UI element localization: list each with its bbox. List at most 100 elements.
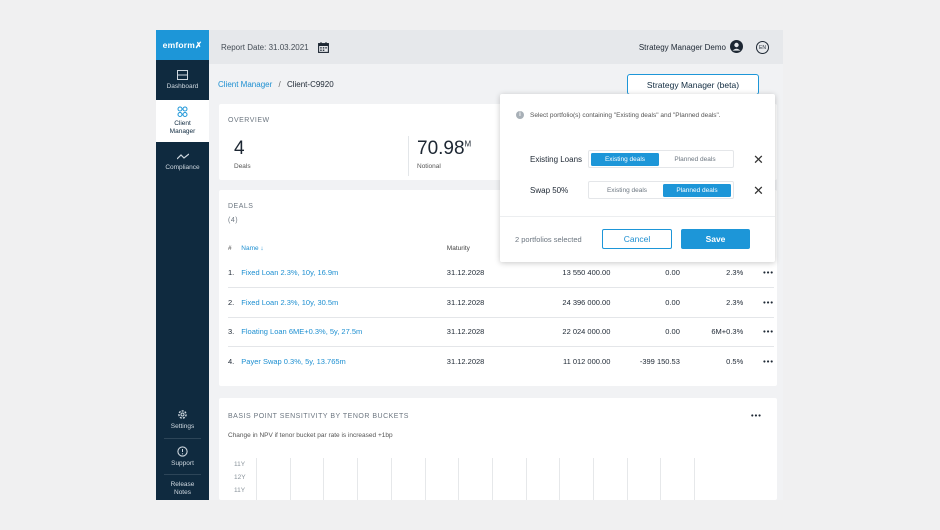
info-icon: i — [516, 111, 524, 119]
popup-info: i Select portfolio(s) containing "Existi… — [516, 111, 721, 119]
deal-name-link[interactable]: Floating Loan 6ME+0.3%, 5y, 27.5m — [241, 316, 447, 347]
deal-notional: 22 024 000.00 — [510, 316, 611, 347]
dashboard-icon — [177, 69, 188, 80]
col-maturity[interactable]: Maturity — [446, 244, 470, 252]
row-more-button[interactable]: ••• — [743, 287, 774, 317]
deal-maturity: 31.12.2028 — [446, 287, 511, 317]
popup-info-text: Select portfolio(s) containing "Existing… — [530, 111, 721, 119]
selected-count: 2 portfolios selected — [515, 235, 582, 244]
row-index: 1. — [228, 268, 235, 277]
chart-gridline — [559, 458, 561, 500]
strategy-manager-button[interactable]: Strategy Manager (beta) — [627, 74, 759, 95]
sidebar-item-label: Settings — [170, 423, 195, 431]
deals-count: 4 — [234, 138, 245, 159]
user-avatar-icon[interactable] — [730, 40, 743, 53]
deal-npv: 0.00 — [610, 287, 680, 317]
planned-deals-option[interactable]: Planned deals — [674, 155, 716, 163]
deal-maturity: 31.12.2028 — [446, 268, 485, 277]
save-button[interactable]: Save — [681, 229, 750, 249]
chart-gridline — [491, 458, 493, 500]
portfolio-toggle-swap: Existing deals Planned deals — [588, 181, 734, 199]
sidebar-item-compliance[interactable]: Compliance — [156, 144, 209, 180]
existing-deals-option[interactable]: Existing deals — [606, 186, 648, 194]
col-name[interactable]: Name ↓ — [241, 244, 264, 252]
deal-maturity: 31.12.2028 — [446, 316, 511, 347]
chart-gridline — [323, 458, 325, 500]
row-index: 2. — [228, 287, 242, 317]
chart-gridline — [626, 458, 628, 500]
breadcrumb-client-manager[interactable]: Client Manager — [218, 80, 273, 89]
calendar-icon[interactable] — [317, 41, 329, 53]
top-bar: Report Date: 31.03.2021 Strategy Manager… — [209, 30, 783, 64]
report-date: Report Date: 31.03.2021 — [221, 42, 309, 52]
sidebar-divider — [164, 438, 201, 439]
deals-table: # Name ↓ Maturity 1. Fixed Loan 2.3%, 10… — [228, 238, 774, 376]
deal-rate: 2.3% — [726, 268, 744, 277]
deal-rate: 0.5% — [679, 346, 744, 376]
deal-notional: 24 396 000.00 — [510, 287, 611, 317]
chart-gridline — [357, 458, 359, 500]
app-logo[interactable]: emform✗ — [156, 30, 209, 60]
deal-name-link[interactable]: Fixed Loan 2.3%, 10y, 16.9m — [241, 268, 339, 277]
deal-notional: 11 012 000.00 — [510, 346, 611, 376]
col-index: # — [228, 244, 232, 252]
row-more-button[interactable]: ••• — [743, 346, 774, 376]
chart-gridline — [525, 458, 527, 500]
sidebar-divider — [164, 474, 201, 475]
table-row: 4. Payer Swap 0.3%, 5y, 13.765m 31.12.20… — [228, 346, 774, 376]
deals-title: DEALS — [228, 203, 254, 210]
sidebar-item-dashboard[interactable]: Dashboard — [156, 60, 209, 100]
cancel-button[interactable]: Cancel — [602, 229, 672, 249]
portfolio-select-popup: i Select portfolio(s) containing "Existi… — [500, 94, 775, 262]
notional-label: Notional — [417, 163, 441, 170]
row-index: 3. — [228, 316, 242, 347]
table-row: 3. Floating Loan 6ME+0.3%, 5y, 27.5m 31.… — [228, 316, 774, 347]
sidebar-item-settings[interactable]: Settings — [156, 404, 209, 436]
deal-name-link[interactable]: Payer Swap 0.3%, 5y, 13.765m — [241, 346, 447, 376]
breadcrumb: Client Manager / Client-C9920 — [218, 80, 334, 89]
sensitivity-title: BASIS POINT SENSITIVITY BY TENOR BUCKETS — [228, 413, 409, 420]
remove-portfolio-close-icon[interactable]: ✕ — [753, 152, 764, 167]
sidebar-item-label: Release Notes — [170, 481, 195, 496]
compliance-icon — [176, 153, 189, 160]
notional-amount: 70.98 — [417, 138, 465, 159]
sidebar-item-label: Support — [171, 460, 194, 468]
planned-deals-option[interactable]: Planned deals — [663, 183, 731, 197]
sidebar-item-label: Dashboard — [166, 82, 199, 90]
client-manager-icon — [177, 106, 188, 118]
row-more-button[interactable]: ••• — [743, 316, 774, 347]
overview-title: OVERVIEW — [228, 117, 270, 124]
y-tick-label: 11Y — [234, 461, 246, 468]
sensitivity-subtitle: Change in NPV if tenor bucket par rate i… — [228, 432, 393, 439]
chart-gridline — [660, 458, 662, 500]
chart-gridline — [289, 458, 291, 500]
deal-npv: 0.00 — [665, 268, 680, 277]
deal-name-link[interactable]: Fixed Loan 2.3%, 10y, 30.5m — [241, 287, 447, 317]
gear-icon — [178, 410, 187, 419]
deal-notional: 13 550 400.00 — [562, 268, 611, 277]
user-name[interactable]: Strategy Manager Demo — [638, 42, 726, 52]
chart-gridline — [256, 458, 257, 500]
chart-gridline — [390, 458, 392, 500]
sidebar-item-release-notes[interactable]: Release Notes — [156, 478, 209, 500]
chart-gridline — [424, 458, 426, 500]
existing-deals-option[interactable]: Existing deals — [591, 152, 659, 166]
table-row: 2. Fixed Loan 2.3%, 10y, 30.5m 31.12.202… — [228, 287, 774, 317]
language-switch[interactable]: EN — [756, 41, 769, 54]
sidebar-item-label: Compliance — [165, 163, 200, 171]
sensitivity-more-button[interactable]: ••• — [751, 411, 762, 420]
sidebar-item-support[interactable]: Support — [156, 442, 209, 472]
sensitivity-card: BASIS POINT SENSITIVITY BY TENOR BUCKETS… — [219, 398, 777, 500]
portfolio-toggle-existing-loans: Existing deals Planned deals — [588, 150, 734, 168]
y-tick-label: 11Y — [234, 487, 246, 494]
deal-rate: 2.3% — [679, 287, 744, 317]
row-more-button[interactable]: ••• — [763, 268, 774, 277]
sidebar-item-label: Client Manager — [169, 120, 196, 135]
chart-gridline — [694, 458, 696, 500]
remove-portfolio-close-icon[interactable]: ✕ — [753, 183, 764, 198]
chart-gridline — [593, 458, 594, 500]
support-icon — [177, 446, 188, 457]
y-tick-label: 12Y — [234, 474, 246, 481]
portfolio-label: Swap 50% — [530, 186, 569, 195]
sidebar-item-client-manager[interactable]: Client Manager — [156, 100, 209, 142]
